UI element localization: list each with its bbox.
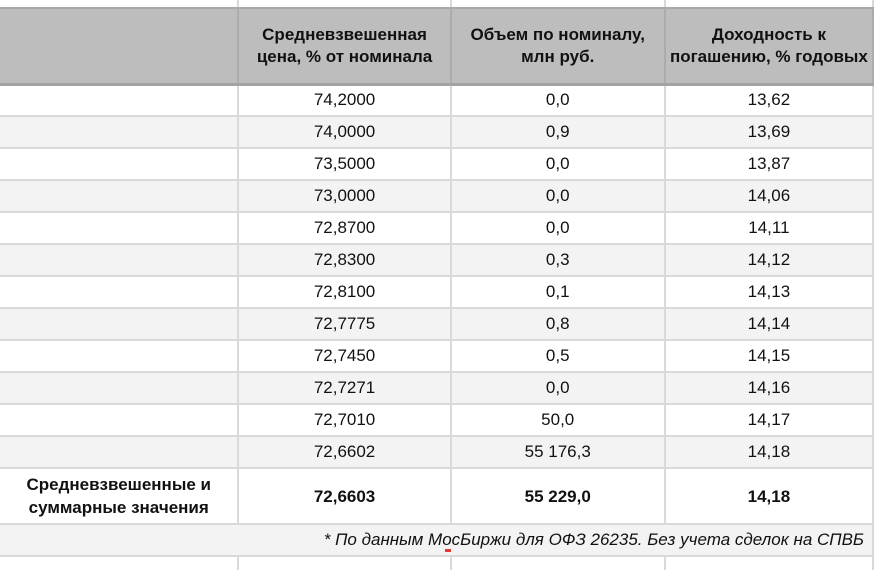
total-yield-cell[interactable]: 14,18 xyxy=(663,467,874,525)
table-row: 74,0000 0,9 13,69 xyxy=(0,115,874,149)
table-row: 72,8100 0,1 14,13 xyxy=(0,275,874,309)
table-row: 72,7010 50,0 14,17 xyxy=(0,403,874,437)
price-cell[interactable]: 72,7271 xyxy=(237,371,452,405)
row-label-cell[interactable] xyxy=(0,435,240,469)
volume-cell[interactable]: 0,0 xyxy=(449,83,666,117)
volume-cell[interactable]: 0,1 xyxy=(449,275,666,309)
price-cell[interactable]: 74,2000 xyxy=(237,83,452,117)
cell[interactable] xyxy=(449,555,666,570)
row-label-cell[interactable] xyxy=(0,83,240,117)
volume-cell[interactable]: 0,0 xyxy=(449,147,666,181)
row-label-cell[interactable] xyxy=(0,339,240,373)
yield-cell[interactable]: 14,14 xyxy=(663,307,874,341)
table-row: 72,7450 0,5 14,15 xyxy=(0,339,874,373)
table-row: 72,6602 55 176,3 14,18 xyxy=(0,435,874,469)
row-label-cell[interactable] xyxy=(0,179,240,213)
table-row: 73,5000 0,0 13,87 xyxy=(0,147,874,181)
price-cell[interactable]: 72,8700 xyxy=(237,211,452,245)
price-cell[interactable]: 72,7775 xyxy=(237,307,452,341)
row-label-cell[interactable] xyxy=(0,211,240,245)
row-label-cell[interactable] xyxy=(0,307,240,341)
price-cell[interactable]: 72,8100 xyxy=(237,275,452,309)
total-row: Средневзвешенные и суммарные значения 72… xyxy=(0,467,874,525)
volume-cell[interactable]: 0,0 xyxy=(449,211,666,245)
footnote-row: * По данным МосБиржи для ОФЗ 26235. Без … xyxy=(0,523,874,557)
yield-cell[interactable]: 13,87 xyxy=(663,147,874,181)
footnote-cell[interactable]: * По данным МосБиржи для ОФЗ 26235. Без … xyxy=(0,523,874,557)
header-row: Средневзвешенная цена, % от номинала Объ… xyxy=(0,7,874,86)
table-row: 72,8300 0,3 14,12 xyxy=(0,243,874,277)
header-cell-price[interactable]: Средневзвешенная цена, % от номинала xyxy=(237,7,452,86)
total-label-cell[interactable]: Средневзвешенные и суммарные значения xyxy=(0,467,240,525)
yield-cell[interactable]: 14,16 xyxy=(663,371,874,405)
row-label-cell[interactable] xyxy=(0,371,240,405)
volume-cell[interactable]: 50,0 xyxy=(449,403,666,437)
cell[interactable] xyxy=(237,0,452,9)
table-row: 72,7271 0,0 14,16 xyxy=(0,371,874,405)
row-label-cell[interactable] xyxy=(0,147,240,181)
yield-cell[interactable]: 14,15 xyxy=(663,339,874,373)
cell[interactable] xyxy=(663,555,874,570)
header-cell-label[interactable] xyxy=(0,7,240,86)
volume-cell[interactable]: 0,5 xyxy=(449,339,666,373)
table-row: 74,2000 0,0 13,62 xyxy=(0,83,874,117)
yield-cell[interactable]: 14,06 xyxy=(663,179,874,213)
price-cell[interactable]: 72,6602 xyxy=(237,435,452,469)
volume-cell[interactable]: 0,0 xyxy=(449,371,666,405)
yield-cell[interactable]: 14,13 xyxy=(663,275,874,309)
yield-cell[interactable]: 14,17 xyxy=(663,403,874,437)
table-row: 72,8700 0,0 14,11 xyxy=(0,211,874,245)
yield-cell[interactable]: 13,69 xyxy=(663,115,874,149)
cell[interactable] xyxy=(0,555,240,570)
row-label-cell[interactable] xyxy=(0,403,240,437)
header-cell-volume[interactable]: Объем по номиналу, млн руб. xyxy=(449,7,666,86)
total-volume-cell[interactable]: 55 229,0 xyxy=(449,467,666,525)
row-label-cell[interactable] xyxy=(0,115,240,149)
header-cell-yield[interactable]: Доходность к погашению, % годовых xyxy=(663,7,874,86)
price-cell[interactable]: 72,7010 xyxy=(237,403,452,437)
yield-cell[interactable]: 14,18 xyxy=(663,435,874,469)
yield-cell[interactable]: 13,62 xyxy=(663,83,874,117)
table-row: 72,7775 0,8 14,14 xyxy=(0,307,874,341)
volume-cell[interactable]: 0,9 xyxy=(449,115,666,149)
table-row: 73,0000 0,0 14,06 xyxy=(0,179,874,213)
cell[interactable] xyxy=(0,0,240,9)
volume-cell[interactable]: 0,8 xyxy=(449,307,666,341)
bottom-partial-row xyxy=(0,555,874,570)
row-label-cell[interactable] xyxy=(0,243,240,277)
volume-cell[interactable]: 55 176,3 xyxy=(449,435,666,469)
price-cell[interactable]: 72,7450 xyxy=(237,339,452,373)
cell[interactable] xyxy=(663,0,874,9)
price-cell[interactable]: 73,0000 xyxy=(237,179,452,213)
comment-marker-icon[interactable] xyxy=(445,549,451,552)
price-cell[interactable]: 74,0000 xyxy=(237,115,452,149)
cell[interactable] xyxy=(237,555,452,570)
row-label-cell[interactable] xyxy=(0,275,240,309)
volume-cell[interactable]: 0,0 xyxy=(449,179,666,213)
total-price-cell[interactable]: 72,6603 xyxy=(237,467,452,525)
yield-cell[interactable]: 14,12 xyxy=(663,243,874,277)
top-partial-row xyxy=(0,0,874,9)
volume-cell[interactable]: 0,3 xyxy=(449,243,666,277)
cell[interactable] xyxy=(449,0,666,9)
price-cell[interactable]: 72,8300 xyxy=(237,243,452,277)
yield-cell[interactable]: 14,11 xyxy=(663,211,874,245)
price-cell[interactable]: 73,5000 xyxy=(237,147,452,181)
